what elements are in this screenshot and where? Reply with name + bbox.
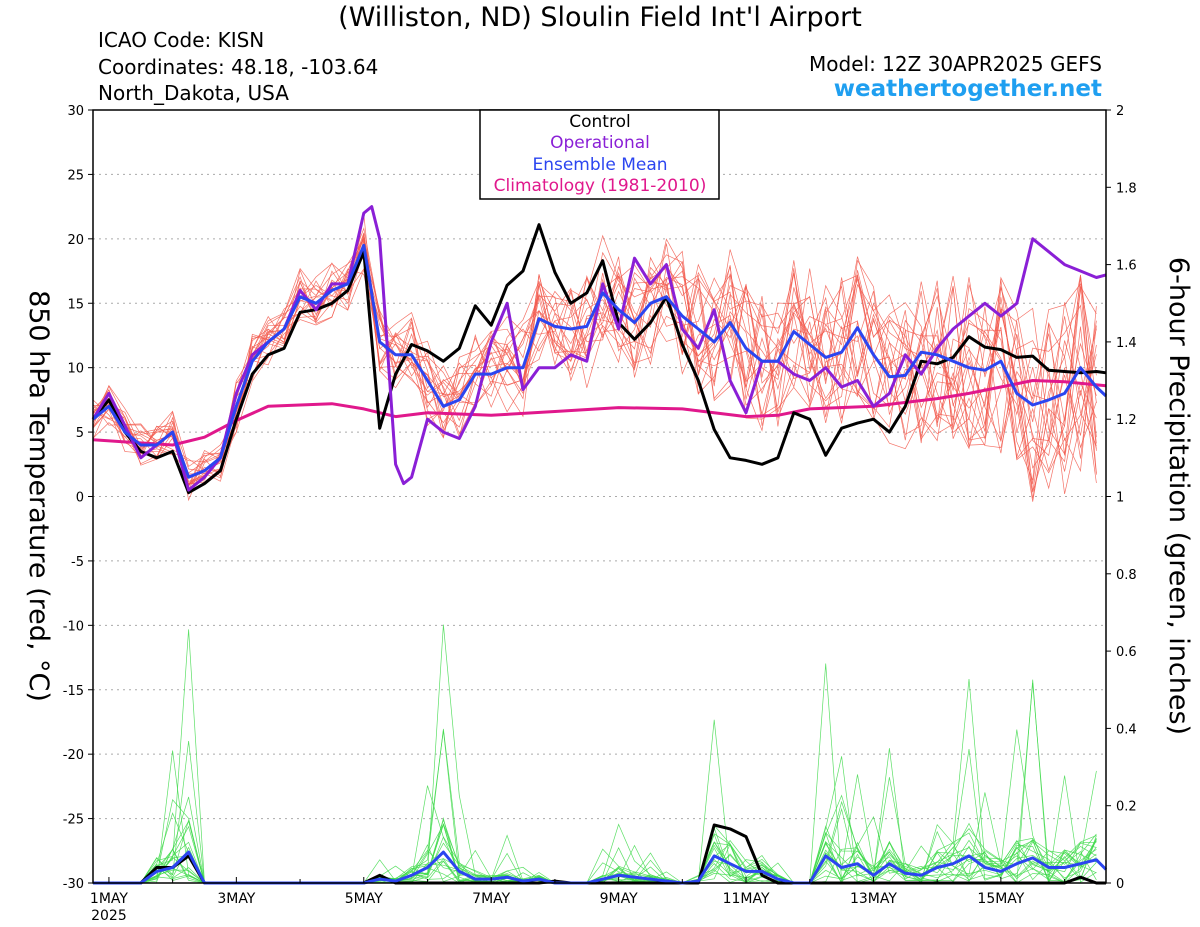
precip-member-line <box>93 629 1097 884</box>
y-right-tick-label: 0.4 <box>1116 722 1137 737</box>
temp-member-line <box>92 214 1097 486</box>
y-right-tick-label: 1.6 <box>1116 259 1137 274</box>
icao-code: ICAO Code: KISN <box>98 28 265 52</box>
y-left-tick-label: 15 <box>67 297 84 312</box>
y-right-tick-label: 1.4 <box>1116 336 1137 351</box>
x-tick-label: 11MAY <box>723 891 770 907</box>
x-tick-label: 1MAY <box>90 891 128 907</box>
precip-member-line <box>93 823 1097 884</box>
precip-member-line <box>93 799 1097 884</box>
y-left-label: 850 hPa Temperature (red, °C) <box>23 290 54 702</box>
precip-member-line <box>93 800 1097 884</box>
precip-member-line <box>93 730 1097 884</box>
precip-member-line <box>93 728 1097 884</box>
precip-member-line <box>93 796 1097 884</box>
legend-entry-control: Control <box>569 112 630 132</box>
legend-entry-climatology: Climatology (1981-2010) <box>494 176 707 196</box>
y-left-tick-label: -20 <box>63 748 84 763</box>
series-climatology-1981-2010-left <box>92 379 1107 447</box>
y-left-tick-label: 20 <box>67 233 84 248</box>
precip-member-line <box>93 729 1097 884</box>
y-left-tick-label: -5 <box>71 555 84 570</box>
y-left-tick-label: -25 <box>63 813 84 828</box>
series-lines <box>91 205 1108 885</box>
temp-member-line <box>92 233 1097 471</box>
x-tick-label: 3MAY <box>217 891 255 907</box>
temp-member-line <box>92 237 1097 502</box>
temp-member-line <box>92 234 1097 490</box>
series-ensemble-mean-left <box>92 243 1108 479</box>
y-right-tick-label: 0.6 <box>1116 645 1137 660</box>
y-left-tick-label: 5 <box>76 426 84 441</box>
legend-box <box>479 109 720 200</box>
y-left-tick-label: -10 <box>63 619 84 634</box>
y-left-tick-label: -15 <box>63 684 84 699</box>
precip-member-line <box>93 750 1097 884</box>
y-right-tick-label: 0.8 <box>1116 568 1137 583</box>
y-right-tick-label: 1.2 <box>1116 413 1137 428</box>
series-control-left <box>91 223 1107 495</box>
y-right-tick-label: 0 <box>1116 877 1124 892</box>
temp-member-line <box>92 249 1097 475</box>
x-tick-label: 15MAY <box>977 891 1024 907</box>
y-right-tick-label: 1 <box>1116 491 1124 506</box>
y-right-label: 6-hour Precipitation (green, inches) <box>1163 257 1194 735</box>
y-left-tick-label: -30 <box>63 877 84 892</box>
x-year-label: 2025 <box>91 908 127 924</box>
x-tick-label: 9MAY <box>600 891 638 907</box>
site-link[interactable]: weathertogether.net <box>833 76 1102 102</box>
page-title: (Williston, ND) Sloulin Field Int'l Airp… <box>338 2 862 33</box>
y-right-tick-label: 1.8 <box>1116 181 1137 196</box>
y-left-tick-label: 30 <box>67 104 84 119</box>
series-operational-left <box>91 205 1107 492</box>
y-left-tick-label: 25 <box>67 168 84 183</box>
y-right-tick-label: 0.2 <box>1116 800 1137 815</box>
x-tick-label: 13MAY <box>850 891 897 907</box>
series-ensemble-mean-right <box>93 850 1108 885</box>
axes: 302520151050-5-10-15-20-25-3021.81.61.41… <box>63 104 1137 924</box>
model-run: Model: 12Z 30APR2025 GEFS <box>809 52 1102 76</box>
legend: Control Operational Ensemble Mean Climat… <box>479 109 720 200</box>
region: North_Dakota, USA <box>98 81 289 105</box>
grid <box>93 109 1106 884</box>
coordinates: Coordinates: 48.18, -103.64 <box>98 55 379 79</box>
legend-entry-ensemble-mean: Ensemble Mean <box>532 155 667 175</box>
legend-entry-operational: Operational <box>550 133 650 153</box>
y-left-tick-label: 0 <box>76 491 84 506</box>
precip-member-line <box>93 678 1097 884</box>
temp-member-line <box>92 237 1097 468</box>
x-tick-label: 5MAY <box>345 891 383 907</box>
y-left-tick-label: 10 <box>67 362 84 377</box>
x-tick-label: 7MAY <box>472 891 510 907</box>
y-right-tick-label: 2 <box>1116 104 1124 119</box>
